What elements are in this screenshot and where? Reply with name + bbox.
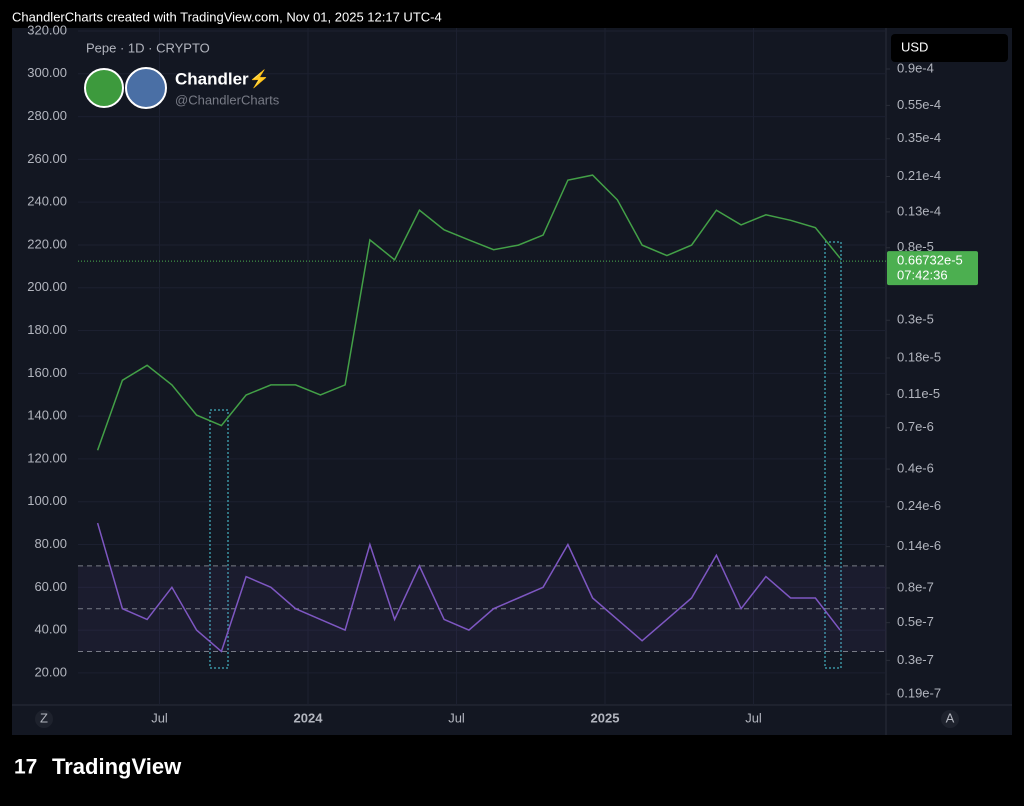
brand-logo: 17 <box>14 756 37 779</box>
y-tick-label: 160.00 <box>27 365 67 380</box>
button-bg[interactable] <box>941 710 959 728</box>
x-tick-label: Jul <box>151 710 168 725</box>
y2-tick-label: 0.14e-6 <box>897 538 941 553</box>
chart-panel <box>12 28 1012 735</box>
y-tick-label: 320.00 <box>27 22 67 37</box>
y2-tick-label: 0.9e-4 <box>897 60 934 75</box>
y2-tick-label: 0.7e-6 <box>897 419 934 434</box>
y2-tick-label: 0.13e-4 <box>897 203 941 218</box>
x-tick-label: Jul <box>448 710 465 725</box>
handle: @ChandlerCharts <box>175 92 280 107</box>
y-tick-label: 120.00 <box>27 450 67 465</box>
y2-tick-label: 0.4e-6 <box>897 461 934 476</box>
y2-tick-label: 0.24e-6 <box>897 498 941 513</box>
header-text: ChandlerCharts created with TradingView.… <box>12 9 442 24</box>
brand: TradingView <box>52 754 182 779</box>
rsi-line <box>96 522 841 653</box>
y-tick-label: 260.00 <box>27 151 67 166</box>
highlight-box <box>209 409 229 669</box>
currency[interactable]: USD <box>901 39 928 54</box>
rsi-band <box>78 565 886 652</box>
y-tick-label: 100.00 <box>27 493 67 508</box>
y-tick-label: 20.00 <box>34 664 67 679</box>
last-price-box <box>887 251 978 286</box>
plot <box>78 174 886 653</box>
last-price-label: 0.66732e-5 <box>897 253 963 268</box>
x-tick-label: 2025 <box>591 710 620 725</box>
grid <box>78 28 886 705</box>
price-line <box>96 174 841 451</box>
symbol: Pepe · 1D · CRYPTO <box>86 40 210 55</box>
y2-tick-label: 0.8e-7 <box>897 579 934 594</box>
y2-tick-label: 0.11e-5 <box>897 386 940 401</box>
y-tick-label: 280.00 <box>27 108 67 123</box>
y-tick-label: 140.00 <box>27 408 67 423</box>
currency-box[interactable] <box>891 34 1008 62</box>
y2-tick-label: 0.8e-5 <box>897 239 934 254</box>
avatar <box>84 68 124 108</box>
y2-tick-label: 0.5e-7 <box>897 614 934 629</box>
y2-tick-label: 0.21e-4 <box>897 168 941 183</box>
y-tick-label: 80.00 <box>34 536 67 551</box>
button[interactable]: A <box>946 710 955 725</box>
x-tick-label: Jul <box>745 710 762 725</box>
author: Chandler⚡ <box>175 68 270 89</box>
avatar <box>125 67 167 109</box>
y2-tick-label: 0.19e-7 <box>897 686 941 701</box>
y-tick-label: 40.00 <box>34 622 67 637</box>
y-tick-label: 180.00 <box>27 322 67 337</box>
y2-tick-label: 0.18e-5 <box>897 349 941 364</box>
y2-tick-label: 0.55e-4 <box>897 97 941 112</box>
y2-tick-label: 0.3e-5 <box>897 312 934 327</box>
button-bg[interactable] <box>35 710 53 728</box>
y-tick-label: 220.00 <box>27 236 67 251</box>
y-tick-label: 300.00 <box>27 65 67 80</box>
button[interactable]: Z <box>40 710 48 725</box>
y-tick-label: 60.00 <box>34 579 67 594</box>
y-tick-label: 200.00 <box>27 279 67 294</box>
x-tick-label: 2024 <box>294 710 324 725</box>
y2-tick-label: 0.35e-4 <box>897 130 941 145</box>
y2-tick-label: 0.3e-7 <box>897 652 934 667</box>
countdown: 07:42:36 <box>897 268 948 283</box>
y-tick-label: 240.00 <box>27 194 67 209</box>
highlight-box <box>824 241 842 669</box>
